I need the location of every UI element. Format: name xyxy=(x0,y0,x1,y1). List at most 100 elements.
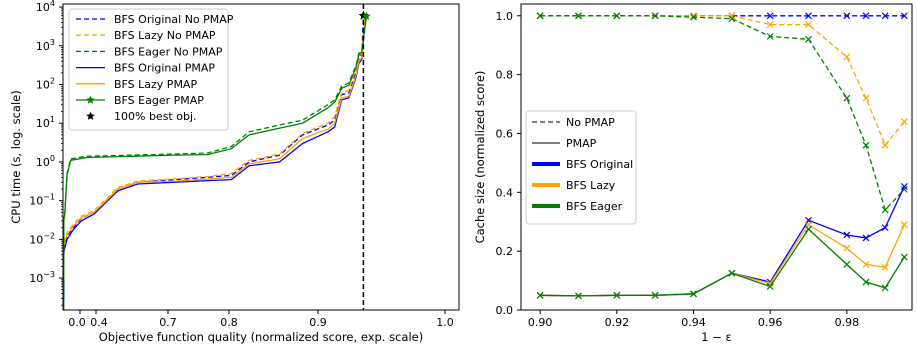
x-marker-stroke xyxy=(862,12,870,20)
data-point-marker xyxy=(900,12,908,20)
left-y-axis-label: CPU time (s, log. scale) xyxy=(9,90,23,223)
legend-label: BFS Eager xyxy=(566,200,623,213)
data-point-marker xyxy=(575,12,582,20)
x-marker-stroke xyxy=(728,12,736,20)
series-line-bfs-eager-no-pmap xyxy=(540,15,905,212)
data-point-marker xyxy=(862,141,870,149)
data-point-marker xyxy=(862,234,870,242)
x-marker-stroke xyxy=(766,21,774,29)
x-marker-stroke xyxy=(881,224,889,232)
data-point-marker xyxy=(881,263,889,271)
x-marker-stroke xyxy=(843,53,851,61)
y-tick-label-base: 10 xyxy=(36,79,50,92)
y-tick-label-base: 10 xyxy=(29,233,43,246)
y-tick-label-exponent: −2 xyxy=(43,231,55,240)
data-point-marker xyxy=(766,21,774,29)
x-marker-stroke xyxy=(862,141,870,149)
legend-star-marker xyxy=(86,95,95,104)
legend-label: BFS Original xyxy=(566,158,633,171)
x-tick-label: 0.96 xyxy=(758,316,783,329)
data-point-marker xyxy=(766,283,774,290)
x-marker-stroke xyxy=(536,12,544,20)
legend-label: 100% best obj. xyxy=(114,110,197,123)
legend-label: BFS Eager No PMAP xyxy=(114,45,223,58)
x-tick-label: 0.0 xyxy=(68,316,86,329)
y-tick-label-base: 10 xyxy=(36,117,50,130)
y-tick-label-exponent: −1 xyxy=(43,193,55,202)
legend-label: PMAP xyxy=(566,137,597,150)
x-tick-label: 1.0 xyxy=(436,316,454,329)
x-marker-stroke xyxy=(881,12,889,20)
x-marker-stroke xyxy=(766,32,774,40)
data-point-marker xyxy=(536,291,544,299)
x-marker-stroke xyxy=(805,12,812,20)
data-point-marker xyxy=(900,221,908,229)
series-line-bfs-lazy-pmap xyxy=(63,17,366,280)
y-tick-label: 102 xyxy=(36,77,55,92)
legend-label: BFS Lazy xyxy=(566,179,616,192)
left-x-axis-label: Objective function quality (normalized s… xyxy=(99,330,423,344)
legend-label: BFS Original PMAP xyxy=(114,62,215,75)
right-axes-frame xyxy=(520,3,913,311)
x-tick-label: 0.92 xyxy=(605,316,630,329)
eager-pmap-end-marker xyxy=(362,11,371,20)
right-chart: 0.0 0.2 0.4 0.6 0.8 1.0 0.90 0.92 0.94 0.96 0.98 1 … xyxy=(473,3,913,344)
data-point-marker xyxy=(805,12,812,20)
x-marker-stroke xyxy=(900,118,908,126)
y-tick-label: 0.2 xyxy=(496,245,514,258)
x-marker-stroke xyxy=(575,292,582,300)
y-tick-label: 0.8 xyxy=(496,69,514,82)
data-point-marker xyxy=(843,260,851,268)
x-marker-stroke xyxy=(862,278,870,286)
y-tick-label: 101 xyxy=(36,115,55,130)
series-line-bfs-original-no-pmap xyxy=(63,15,365,290)
y-tick-label: 10−2 xyxy=(29,231,55,246)
data-point-marker xyxy=(805,21,812,29)
data-point-marker xyxy=(613,12,621,20)
x-marker-stroke xyxy=(613,291,621,299)
y-tick-label: 10−1 xyxy=(29,193,55,208)
y-tick-label: 0.0 xyxy=(496,304,514,317)
data-point-marker xyxy=(862,94,870,102)
y-tick-label: 0.6 xyxy=(496,127,514,140)
x-marker-stroke xyxy=(728,269,736,277)
y-tick-label: 104 xyxy=(36,0,55,14)
left-legend-box xyxy=(68,8,229,131)
data-point-marker xyxy=(613,291,621,299)
series-line-bfs-lazy-no-pmap xyxy=(540,15,905,147)
data-point-marker xyxy=(728,269,736,277)
data-point-marker xyxy=(690,13,697,21)
x-marker-stroke xyxy=(805,225,812,233)
x-marker-stroke xyxy=(613,12,621,20)
x-marker-stroke xyxy=(881,206,889,214)
x-marker-stroke xyxy=(881,263,889,271)
left-legend: BFS Original No PMAP BFS Lazy No PMAP BFS … xyxy=(68,8,234,131)
data-point-marker xyxy=(575,292,582,300)
data-point-marker xyxy=(862,260,870,268)
y-tick-label: 103 xyxy=(36,38,55,53)
x-marker-stroke xyxy=(862,234,870,242)
right-y-axis-label: Cache size (normalized score) xyxy=(473,71,487,244)
data-point-marker xyxy=(536,12,544,20)
x-marker-stroke xyxy=(900,12,908,20)
data-point-marker xyxy=(805,35,812,43)
legend-label: BFS Lazy No PMAP xyxy=(114,29,216,42)
x-tick-label: 0.4 xyxy=(90,316,108,329)
x-tick-label: 0.98 xyxy=(835,316,860,329)
x-marker-stroke xyxy=(690,290,697,298)
data-point-marker xyxy=(900,253,908,261)
y-tick-label-exponent: −3 xyxy=(43,270,55,279)
y-tick-label: 100 xyxy=(36,154,55,169)
x-marker-stroke xyxy=(575,12,582,20)
data-point-marker xyxy=(881,224,889,232)
data-point-marker xyxy=(843,94,851,102)
x-marker-stroke xyxy=(900,253,908,261)
left-axes-frame xyxy=(62,3,460,311)
x-marker-stroke xyxy=(900,182,908,190)
data-point-marker xyxy=(881,284,889,292)
legend-label: BFS Lazy PMAP xyxy=(114,78,197,91)
y-tick-label: 10−3 xyxy=(29,270,55,285)
x-marker-stroke xyxy=(881,141,889,149)
